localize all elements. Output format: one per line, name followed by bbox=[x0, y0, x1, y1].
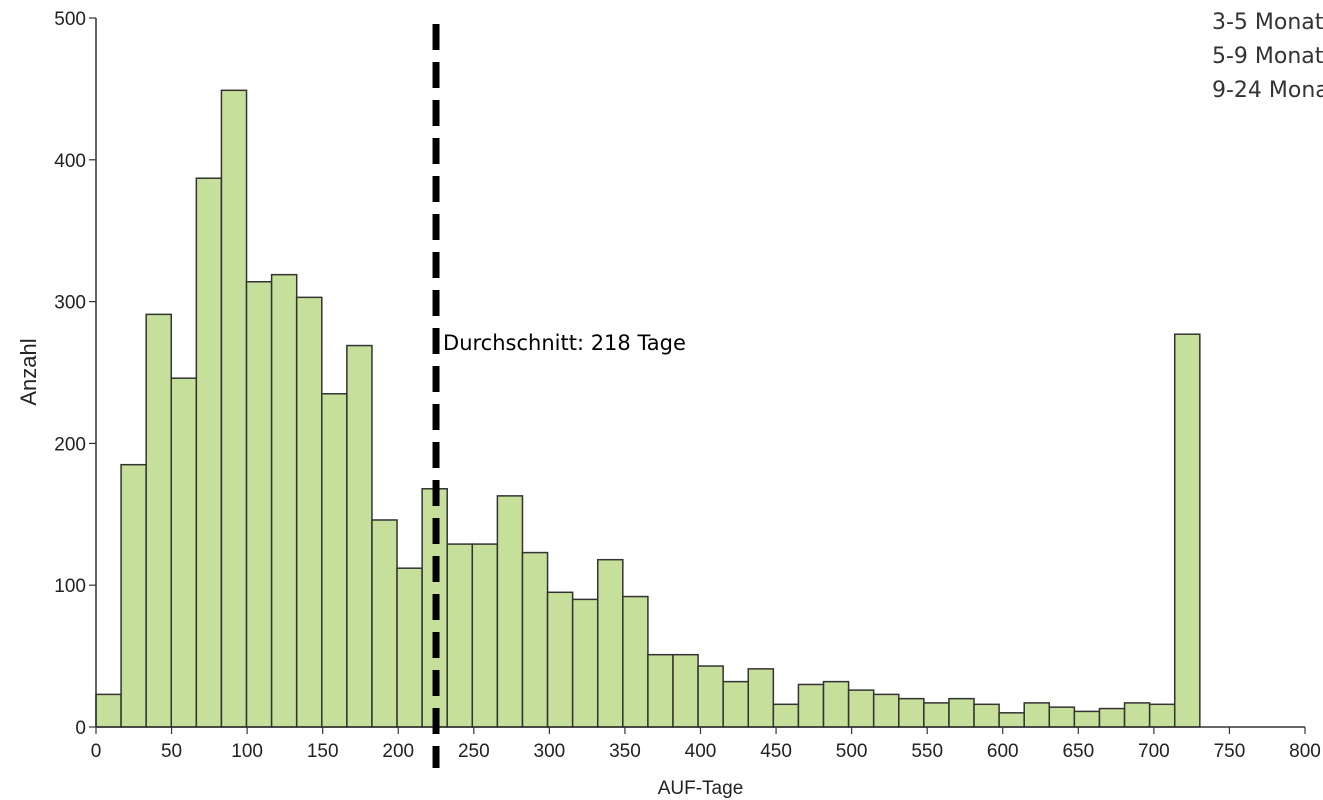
histogram-bar bbox=[95, 693, 122, 728]
histogram-bar bbox=[270, 273, 298, 728]
histogram-bar bbox=[722, 680, 750, 728]
histogram-bar bbox=[1098, 707, 1126, 728]
x-tick-label: 650 bbox=[1062, 741, 1094, 762]
y-tick-label: 400 bbox=[54, 151, 86, 172]
x-tick-label: 450 bbox=[760, 741, 792, 762]
histogram-bar bbox=[295, 296, 323, 728]
bars-group bbox=[95, 89, 1201, 728]
histogram-bar bbox=[170, 377, 198, 728]
histogram-bar bbox=[672, 653, 699, 728]
x-tick-label: 550 bbox=[911, 741, 943, 762]
histogram-bar bbox=[622, 595, 649, 728]
y-tick-label: 300 bbox=[54, 293, 86, 314]
x-tick-label: 300 bbox=[534, 741, 566, 762]
y-axis-label: Anzahl bbox=[16, 338, 41, 405]
histogram-bar bbox=[371, 519, 398, 728]
y-tick-label: 500 bbox=[54, 9, 86, 30]
histogram-bar bbox=[471, 543, 499, 728]
histogram-bar bbox=[1173, 333, 1201, 728]
x-tick-label: 700 bbox=[1138, 741, 1170, 762]
histogram-bar bbox=[546, 591, 574, 728]
histogram-bar bbox=[496, 495, 524, 728]
x-tick-label: 750 bbox=[1214, 741, 1246, 762]
histogram-bar bbox=[898, 697, 925, 728]
x-tick-label: 50 bbox=[161, 741, 182, 762]
histogram-bar bbox=[697, 665, 724, 728]
x-axis-label: AUF-Tage bbox=[658, 778, 744, 799]
histogram-bar bbox=[797, 683, 825, 728]
histogram-bar bbox=[1023, 702, 1051, 728]
x-tick-label: 600 bbox=[987, 741, 1019, 762]
histogram-bar bbox=[948, 697, 975, 728]
histogram-bar bbox=[847, 689, 875, 728]
histogram-bar bbox=[321, 393, 348, 728]
histogram-bar bbox=[396, 567, 423, 728]
x-tick-label: 100 bbox=[231, 741, 263, 762]
histogram-bar bbox=[1048, 706, 1076, 728]
y-tick-label: 200 bbox=[54, 434, 86, 455]
histogram-bar bbox=[596, 558, 624, 728]
histogram-bar bbox=[1073, 710, 1101, 728]
histogram-bar bbox=[245, 280, 273, 728]
histogram-bar bbox=[1123, 702, 1151, 728]
ticks-group: 0 50 100 150 200 250 300 350 400 450 500 550 600 650 7… bbox=[54, 9, 1321, 762]
x-tick-label: 0 bbox=[91, 741, 102, 762]
histogram-bar bbox=[647, 653, 674, 728]
histogram-bar bbox=[120, 463, 147, 728]
y-tick-label: 0 bbox=[75, 718, 86, 739]
x-tick-label: 350 bbox=[609, 741, 641, 762]
histogram-bar bbox=[998, 712, 1025, 728]
histogram-bar bbox=[220, 89, 248, 728]
histogram-bar bbox=[1148, 703, 1176, 728]
y-tick-label: 100 bbox=[54, 576, 86, 597]
histogram-bar bbox=[747, 668, 775, 728]
x-tick-label: 400 bbox=[685, 741, 717, 762]
x-tick-label: 150 bbox=[307, 741, 339, 762]
histogram-bar bbox=[195, 177, 223, 728]
histogram-bar bbox=[346, 344, 373, 728]
histogram-bar bbox=[872, 693, 900, 728]
histogram-bar bbox=[772, 703, 800, 728]
histogram-bar bbox=[446, 543, 474, 728]
histogram-bar bbox=[571, 598, 599, 728]
x-tick-label: 250 bbox=[458, 741, 490, 762]
histogram-bar bbox=[822, 680, 850, 728]
histogram-bar bbox=[521, 551, 549, 728]
x-tick-label: 500 bbox=[836, 741, 868, 762]
x-tick-label: 800 bbox=[1289, 741, 1321, 762]
histogram-bar bbox=[145, 313, 173, 728]
histogram-bar bbox=[973, 703, 1000, 728]
mean-label: Durchschnitt: 218 Tage bbox=[443, 331, 686, 355]
histogram-bar bbox=[923, 702, 950, 728]
x-tick-label: 200 bbox=[382, 741, 414, 762]
